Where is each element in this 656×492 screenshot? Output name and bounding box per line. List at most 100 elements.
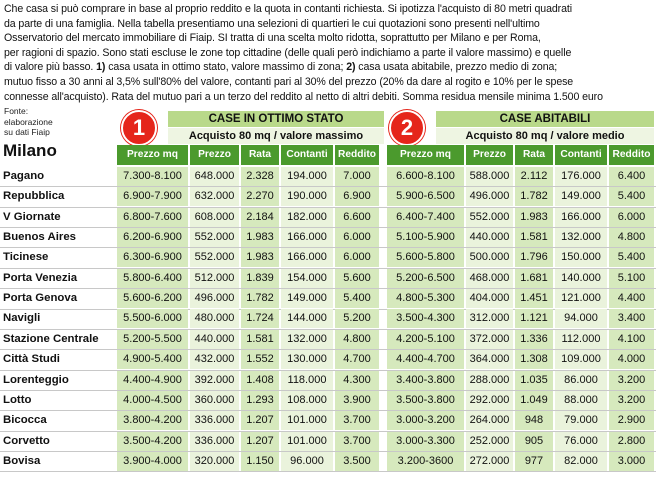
header-prezzo-mq-1: Prezzo mq <box>117 145 188 165</box>
cell-prezzo-mq: 5.900-6.500 <box>387 187 464 207</box>
cell-prezzo: 608.000 <box>190 207 239 227</box>
cell-prezzo: 364.000 <box>466 350 513 370</box>
cell-prezzo: 372.000 <box>466 329 513 349</box>
cell-prezzo-mq: 5.500-6.000 <box>117 309 188 329</box>
cell-reddito: 4.400 <box>609 289 654 309</box>
intro-text-part: di valore più basso. <box>4 61 97 74</box>
cell-rata: 905 <box>515 431 553 451</box>
cell-contanti: 88.000 <box>555 390 607 410</box>
row-divider <box>0 288 656 290</box>
table-row: Corvetto 3.500-4.200 336.000 1.207 101.000 3.… <box>0 431 656 452</box>
cell-contanti: 190.000 <box>281 187 333 207</box>
cell-contanti: 101.000 <box>281 411 333 431</box>
cell-prezzo-mq: 4.900-5.400 <box>117 350 188 370</box>
cell-rata: 1.681 <box>515 268 553 288</box>
table-row: Porta Genova 5.600-6.200 496.000 1.782 149.0… <box>0 289 656 309</box>
table-row: Bovisa 3.900-4.000 320.000 1.150 96.000 3.500… <box>0 451 656 472</box>
district-name: Corvetto <box>3 434 50 447</box>
cell-rata: 1.552 <box>241 350 279 370</box>
table-row: Repubblica 6.900-7.900 632.000 2.270 190.000… <box>0 187 656 207</box>
cell-rata: 1.983 <box>515 207 553 227</box>
cell-rata: 1.150 <box>241 451 279 471</box>
district-name: Ticinese <box>3 251 49 264</box>
cell-prezzo: 252.000 <box>466 431 513 451</box>
intro-marker-1: 1) <box>96 61 106 74</box>
cell-prezzo-mq: 3.500-3.800 <box>387 390 464 410</box>
cell-contanti: 144.000 <box>281 309 333 329</box>
cell-contanti: 96.000 <box>281 451 333 471</box>
cell-prezzo-mq: 4.400-4.700 <box>387 350 464 370</box>
cell-rata: 1.049 <box>515 390 553 410</box>
cell-prezzo-mq: 4.200-5.100 <box>387 329 464 349</box>
cell-contanti: 194.000 <box>281 167 333 186</box>
cell-prezzo-mq: 3.800-4.200 <box>117 411 188 431</box>
section-2-bar <box>436 111 654 127</box>
intro-line: Osservatorio del mercato immobiliare di … <box>4 32 541 45</box>
cell-contanti: 149.000 <box>555 187 607 207</box>
cell-prezzo-mq: 3.200-3600 <box>387 451 464 471</box>
cell-rata: 1.581 <box>241 329 279 349</box>
source-note: Fonte: elaborazione su dati Fiaip <box>4 106 64 138</box>
cell-prezzo: 336.000 <box>190 411 239 431</box>
cell-prezzo: 512.000 <box>190 268 239 288</box>
cell-rata: 1.207 <box>241 411 279 431</box>
row-divider <box>0 349 656 351</box>
cell-prezzo: 588.000 <box>466 167 513 186</box>
cell-contanti: 150.000 <box>555 248 607 268</box>
cell-prezzo: 392.000 <box>190 370 239 390</box>
district-name: Repubblica <box>3 190 65 203</box>
intro-line: connesse all'acquisto). Rata del mutuo p… <box>4 90 603 103</box>
cell-contanti: 101.000 <box>281 431 333 451</box>
header-rata-1: Rata <box>241 145 279 165</box>
district-name: Città Studi <box>3 353 60 366</box>
row-divider <box>0 410 656 412</box>
cell-contanti: 182.000 <box>281 207 333 227</box>
intro-line: mutuo fisso a 30 anni al 3,5% sull'80% d… <box>4 75 574 88</box>
row-divider <box>0 430 656 432</box>
cell-reddito: 6.400 <box>609 167 654 186</box>
cell-reddito: 4.100 <box>609 329 654 349</box>
table-row: Pagano 7.300-8.100 648.000 2.328 194.000 7.00… <box>0 167 656 187</box>
cell-prezzo: 552.000 <box>190 248 239 268</box>
row-divider <box>0 308 656 310</box>
cell-prezzo-mq: 3.400-3.800 <box>387 370 464 390</box>
cell-prezzo-mq: 6.800-7.600 <box>117 207 188 227</box>
district-name: Buenos Aires <box>3 231 77 244</box>
cell-contanti: 132.000 <box>281 329 333 349</box>
header-rata-2: Rata <box>515 145 553 165</box>
district-name: Pagano <box>3 170 45 182</box>
cell-reddito: 3.400 <box>609 309 654 329</box>
cell-reddito: 4.700 <box>335 350 379 370</box>
cell-prezzo-mq: 6.600-8.100 <box>387 167 464 186</box>
cell-prezzo: 552.000 <box>466 207 513 227</box>
cell-contanti: 82.000 <box>555 451 607 471</box>
intro-text-part: casa usata in ottimo stato, valore massi… <box>105 61 347 74</box>
table-row: Bicocca 3.800-4.200 336.000 1.207 101.000 3.7… <box>0 411 656 431</box>
cell-prezzo-mq: 3.500-4.200 <box>117 431 188 451</box>
cell-contanti: 132.000 <box>555 228 607 248</box>
cell-prezzo: 288.000 <box>466 370 513 390</box>
intro-text-part: casa usata abitabile, prezzo medio di zo… <box>355 61 558 74</box>
district-name: Navigli <box>3 312 41 325</box>
row-divider <box>0 247 656 249</box>
cell-prezzo: 292.000 <box>466 390 513 410</box>
cell-rata: 1.983 <box>241 228 279 248</box>
cell-reddito: 3.700 <box>335 411 379 431</box>
cell-prezzo: 632.000 <box>190 187 239 207</box>
section-1-title: CASE IN OTTIMO STATO <box>208 113 344 125</box>
district-name: Lotto <box>3 393 32 406</box>
cell-prezzo: 440.000 <box>466 228 513 248</box>
cell-prezzo-mq: 7.300-8.100 <box>117 167 188 186</box>
district-name: V Giornate <box>3 210 61 223</box>
cell-contanti: 76.000 <box>555 431 607 451</box>
cell-contanti: 112.000 <box>555 329 607 349</box>
cell-rata: 1.451 <box>515 289 553 309</box>
district-name: Porta Venezia <box>3 271 78 284</box>
cell-prezzo-mq: 5.600-5.800 <box>387 248 464 268</box>
cell-contanti: 121.000 <box>555 289 607 309</box>
row-divider <box>0 450 656 452</box>
table-row: Città Studi 4.900-5.400 432.000 1.552 130.00… <box>0 350 656 370</box>
intro-line: Che casa si può comprare in base al prop… <box>4 3 572 15</box>
cell-reddito: 4.800 <box>335 329 379 349</box>
cell-contanti: 118.000 <box>281 370 333 390</box>
